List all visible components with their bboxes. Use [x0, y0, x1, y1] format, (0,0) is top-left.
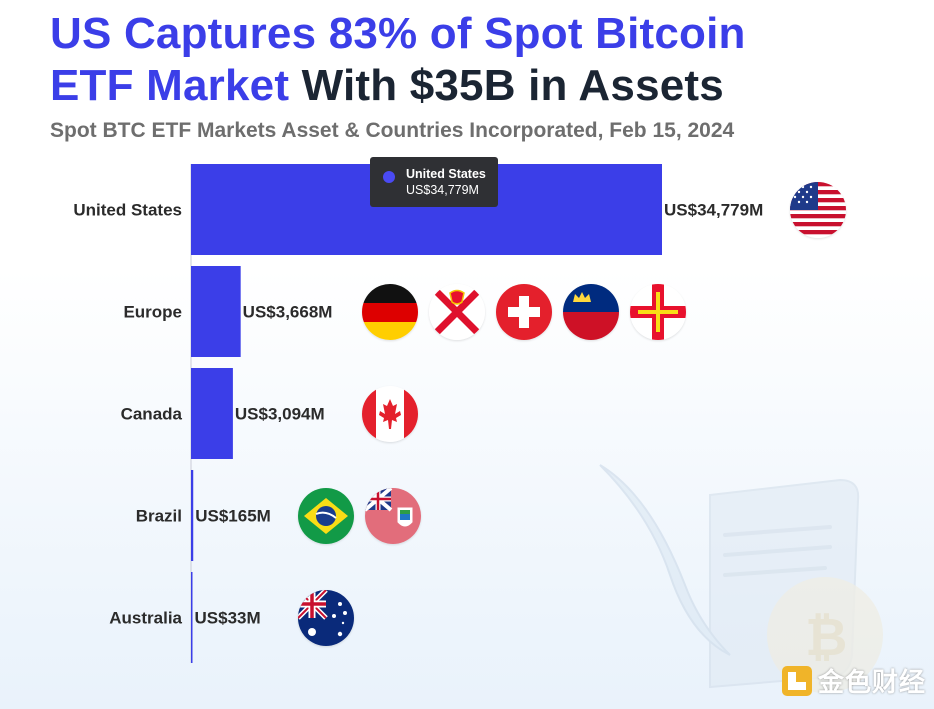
flag-row — [298, 589, 354, 646]
category-label: United States — [73, 201, 182, 220]
bar-brazil — [191, 470, 194, 561]
category-label: Europe — [123, 303, 182, 322]
flag-row — [362, 283, 686, 340]
value-label: US$34,779M — [664, 201, 763, 220]
page-subtitle: Spot BTC ETF Markets Asset & Countries I… — [50, 119, 735, 142]
flag-row — [362, 385, 418, 442]
bar-tooltip: United States US$34,779M — [370, 157, 498, 207]
tooltip-category: United States — [406, 167, 486, 181]
value-label: US$3,094M — [235, 405, 325, 424]
bar-canada — [191, 368, 233, 459]
page-title: US Captures 83% of Spot Bitcoin ETF Mark… — [50, 8, 746, 112]
flag-row — [790, 181, 846, 238]
tooltip-series-dot — [383, 171, 395, 183]
bar-australia — [191, 572, 193, 663]
united-states-flag-icon — [790, 181, 846, 238]
liechtenstein-flag-icon — [563, 283, 619, 340]
value-label: US$165M — [195, 507, 271, 526]
svg-text:₿: ₿ — [805, 608, 847, 668]
tooltip-value: US$34,779M — [406, 183, 479, 197]
bermuda-flag-icon — [365, 487, 421, 544]
value-label: US$33M — [195, 609, 261, 628]
quill-scroll-bitcoin-icon: ₿ — [599, 464, 883, 693]
brazil-flag-icon — [298, 487, 354, 544]
title-line-1: US Captures 83% of Spot Bitcoin — [50, 9, 746, 58]
category-label: Australia — [109, 609, 182, 628]
canada-flag-icon — [362, 385, 418, 442]
title-line-2-highlight: ETF Market — [50, 61, 290, 110]
switzerland-flag-icon — [496, 283, 552, 340]
title-line-2-rest: With $35B in Assets — [289, 61, 724, 110]
category-label: Canada — [121, 405, 183, 424]
germany-flag-icon — [362, 283, 418, 340]
watermark: 金色财经 — [781, 662, 926, 699]
jinse-logo-icon — [781, 665, 812, 696]
jersey-flag-icon — [429, 283, 485, 340]
australia-flag-icon — [298, 589, 354, 646]
guernsey-flag-icon — [630, 283, 686, 340]
value-label: US$3,668M — [243, 303, 333, 322]
bar-europe — [191, 266, 241, 357]
flag-row — [298, 487, 421, 544]
category-label: Brazil — [136, 507, 182, 526]
watermark-text: 金色财经 — [817, 668, 926, 698]
